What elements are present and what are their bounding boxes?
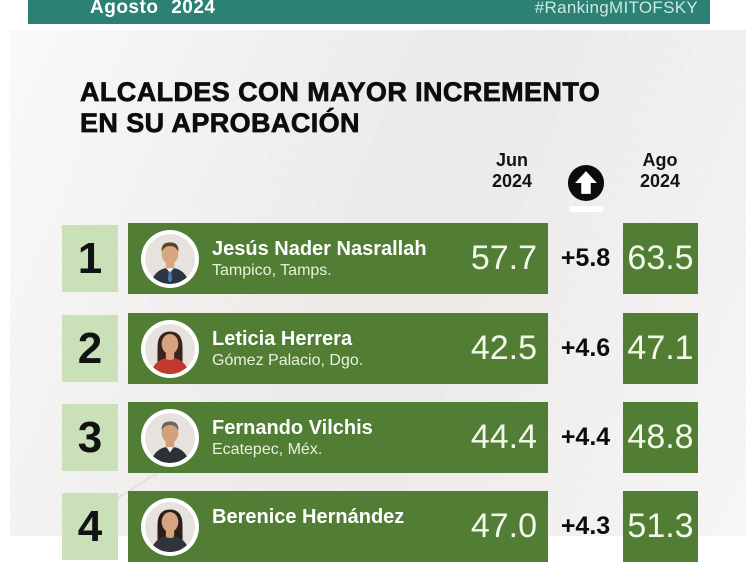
mayor-name: Leticia Herrera (212, 327, 353, 350)
mayor-city: Ecatepec, Méx. (212, 440, 323, 458)
mayor-info: Jesús Nader Nasrallah Tampico, Tamps. (212, 238, 427, 280)
jun-score: 57.7 (470, 239, 537, 277)
table-row: 4 Berenice Hernández 47.0 +4.3 51.3 (0, 491, 750, 562)
col-header-jun-2024: Jun 2024 (491, 150, 533, 191)
row-green-bar: Fernando Vilchis Ecatepec, Méx. 44.4 (128, 402, 548, 473)
table-row: 1 Jesús Nader Nasrallah Tampico, Tamps. … (0, 223, 750, 294)
ranking-hashtag-label: #RankingMITOFSKY (534, 0, 698, 17)
col-header-ago-2024: Ago 2024 (639, 150, 681, 191)
delta-value: +4.4 (560, 423, 611, 451)
row-green-bar: Berenice Hernández 47.0 (128, 491, 548, 562)
page-title: ALCALDES CON MAYOR INCREMENTO EN SU APRO… (80, 77, 600, 139)
row-green-bar: Jesús Nader Nasrallah Tampico, Tamps. 57… (128, 223, 548, 294)
mayor-city: Gómez Palacio, Dgo. (212, 351, 364, 369)
page-title-line2: EN SU APROBACIÓN (80, 108, 360, 139)
table-row: 2 Leticia Herrera Gómez Palacio, Dgo. 42… (0, 313, 750, 384)
mayor-name: Jesús Nader Nasrallah (212, 237, 427, 260)
ago-score-box: 48.8 (623, 402, 698, 473)
mayor-city (212, 529, 404, 548)
mayor-info: Leticia Herrera Gómez Palacio, Dgo. (212, 328, 363, 370)
portrait-woman-red-top (141, 319, 199, 378)
jun-score: 47.0 (470, 507, 537, 545)
rank-badge: 4 (62, 493, 118, 560)
rank-badge: 1 (62, 225, 118, 292)
delta-value: +4.6 (560, 334, 611, 362)
mayor-city: Tampico, Tamps. (212, 261, 332, 279)
jun-score: 42.5 (470, 329, 537, 367)
table-row: 3 Fernando Vilchis Ecatepec, Méx. 44.4 +… (0, 402, 750, 473)
mayor-info: Fernando Vilchis Ecatepec, Méx. (212, 417, 373, 459)
portrait-man-dark-jacket (141, 408, 199, 467)
jun-score: 44.4 (470, 418, 537, 456)
ago-score-box: 63.5 (623, 223, 698, 294)
row-green-bar: Leticia Herrera Gómez Palacio, Dgo. 42.5 (128, 313, 548, 384)
arrow-underline-strip (570, 206, 603, 212)
rank-badge: 2 (62, 315, 118, 382)
portrait-man-suit-blue-tie (141, 229, 199, 288)
delta-value: +4.3 (560, 512, 611, 540)
increase-arrow-icon (567, 164, 605, 202)
top-teal-bar: Agosto 2024 #RankingMITOFSKY (28, 0, 710, 24)
mayor-info: Berenice Hernández (212, 506, 404, 548)
mayor-name: Fernando Vilchis (212, 416, 373, 439)
ago-score-box: 51.3 (623, 491, 698, 562)
ago-score-box: 47.1 (623, 313, 698, 384)
portrait-woman-dark-top (141, 497, 199, 556)
mayor-name: Berenice Hernández (212, 505, 405, 528)
month-label: Agosto 2024 (90, 0, 216, 18)
rank-badge: 3 (62, 404, 118, 471)
delta-value: +5.8 (560, 244, 611, 272)
page-title-line1: ALCALDES CON MAYOR INCREMENTO (80, 77, 601, 108)
